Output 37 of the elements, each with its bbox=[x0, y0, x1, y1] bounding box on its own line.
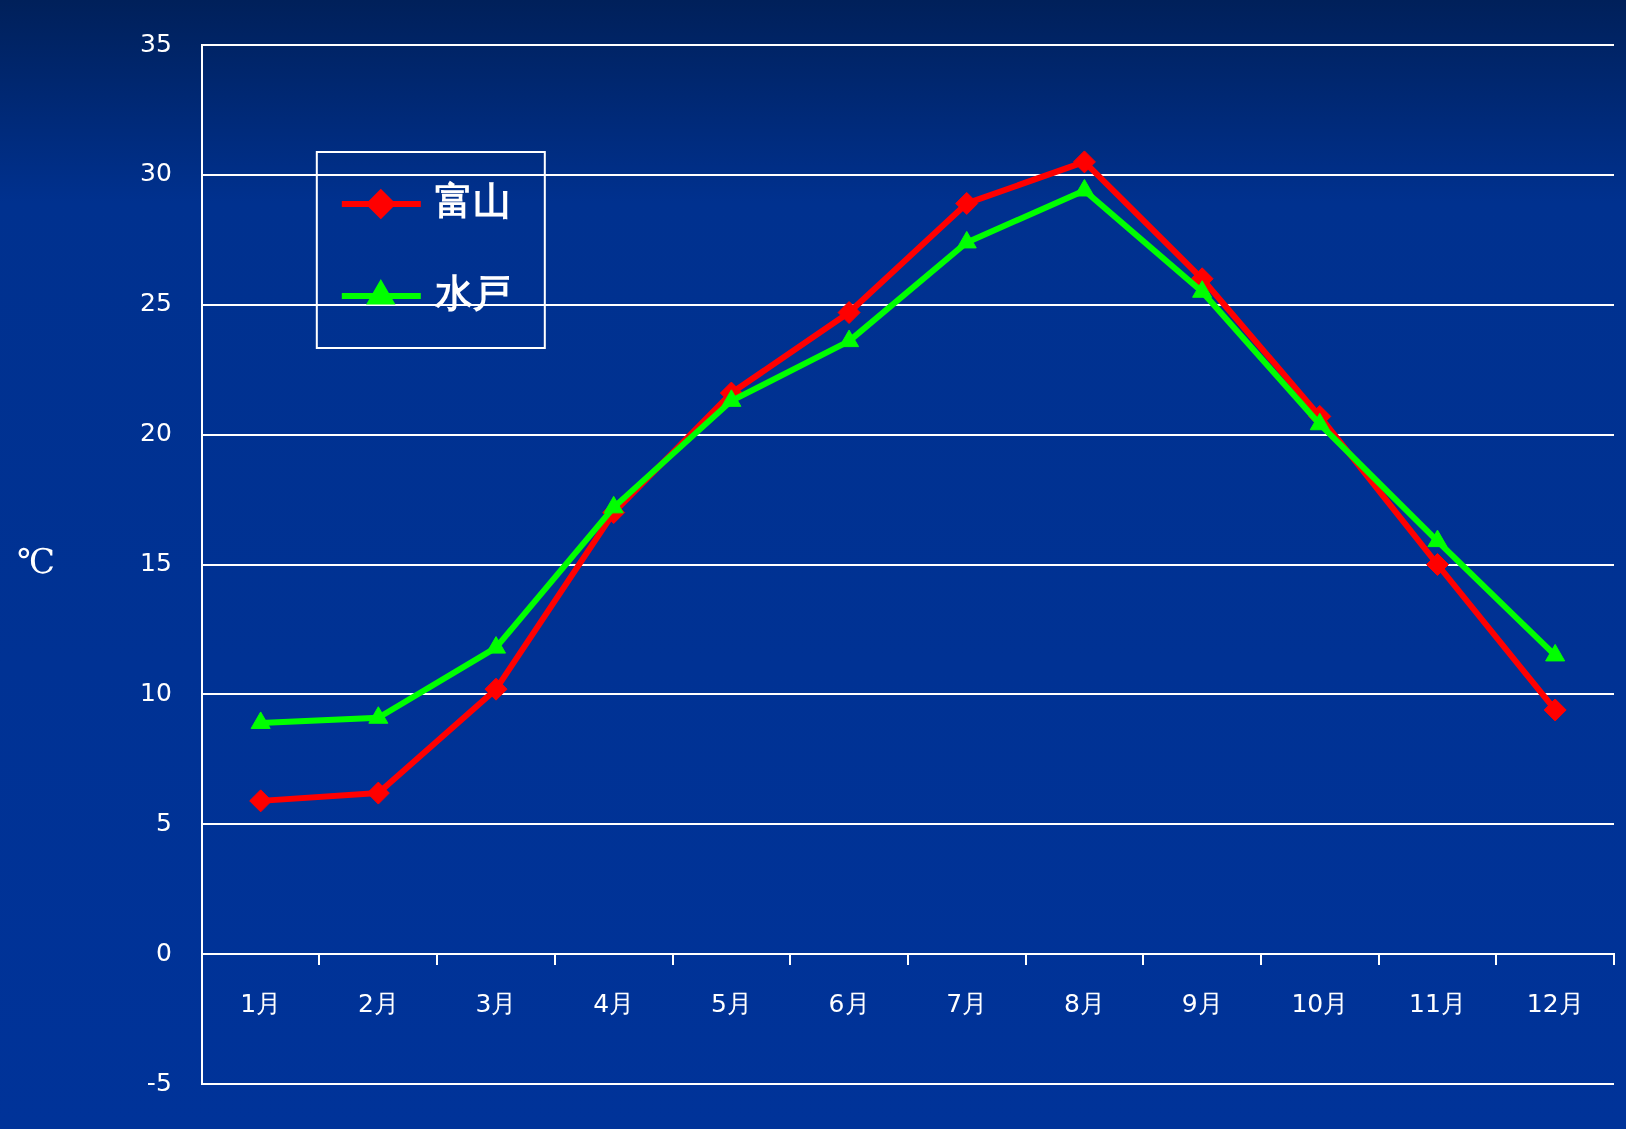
y-tick-label: 20 bbox=[140, 418, 172, 448]
point bbox=[1074, 178, 1095, 197]
x-tick-label: 7月 bbox=[946, 988, 988, 1018]
point bbox=[485, 636, 507, 654]
y-tick-label: 15 bbox=[140, 548, 172, 577]
point bbox=[839, 329, 860, 348]
x-tick-label: 6月 bbox=[828, 988, 870, 1018]
point bbox=[1427, 529, 1448, 548]
point bbox=[1543, 698, 1567, 722]
point bbox=[603, 495, 624, 514]
x-tick-label: 5月 bbox=[710, 988, 752, 1018]
y-tick-label: 0 bbox=[155, 937, 172, 967]
point bbox=[484, 677, 508, 701]
point bbox=[1425, 553, 1449, 576]
y-tick-label: 5 bbox=[155, 807, 172, 837]
x-tick-label: 9月 bbox=[1181, 988, 1223, 1018]
x-tick-label: 11月 bbox=[1409, 988, 1466, 1018]
y-tick-label: 30 bbox=[140, 158, 172, 188]
y-tick-label: 25 bbox=[140, 288, 172, 318]
point bbox=[1309, 412, 1330, 431]
point bbox=[249, 789, 273, 813]
y-tick-label: -5 bbox=[146, 1067, 172, 1097]
point bbox=[1192, 280, 1213, 298]
x-tick-label: 1月 bbox=[240, 988, 282, 1018]
y-axis-title: ℃ bbox=[16, 541, 56, 582]
x-tick-label: 8月 bbox=[1063, 988, 1105, 1018]
point bbox=[366, 781, 390, 805]
x-tick-label: 2月 bbox=[357, 988, 399, 1018]
x-tick-label: 12月 bbox=[1526, 988, 1584, 1018]
legend-label: 富山 bbox=[434, 178, 511, 223]
point bbox=[721, 389, 742, 407]
x-tick-label: 4月 bbox=[593, 988, 635, 1018]
point bbox=[956, 230, 977, 249]
y-tick-label: 35 bbox=[140, 28, 172, 58]
y-tick-label: 10 bbox=[140, 677, 172, 707]
x-tick-label: 3月 bbox=[475, 988, 517, 1018]
x-tick-label: 10月 bbox=[1291, 988, 1349, 1018]
